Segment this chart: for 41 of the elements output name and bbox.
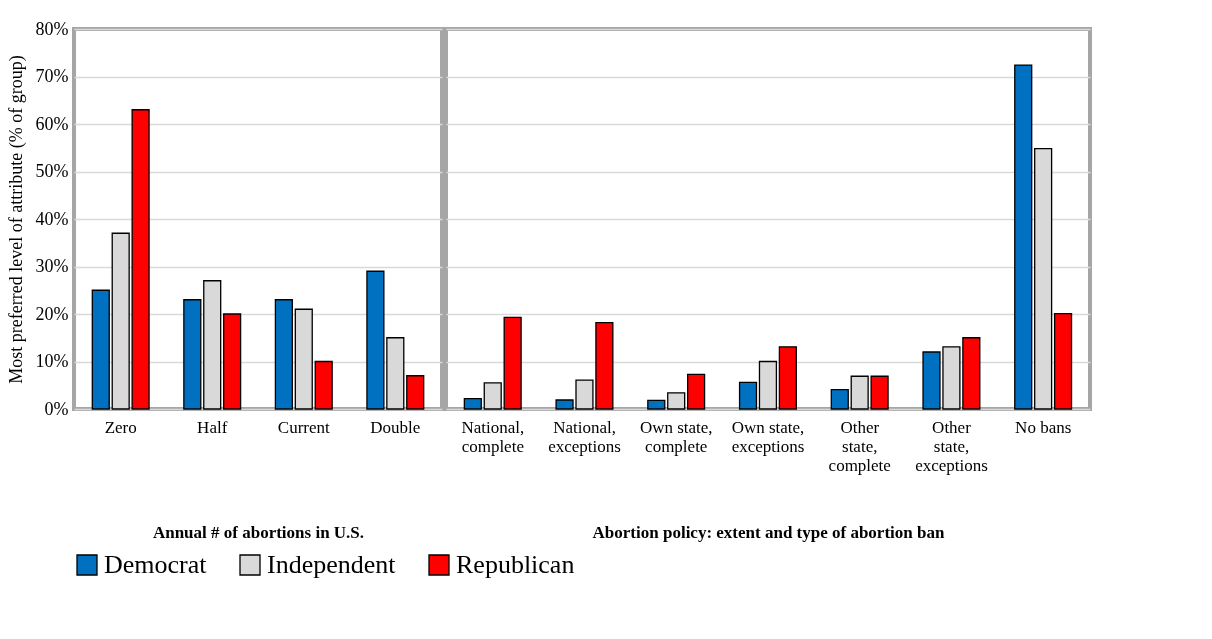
x-tick-label: National, complete <box>461 417 525 456</box>
bar <box>1014 64 1033 410</box>
x-tick-label: Zero <box>104 417 137 437</box>
bar <box>223 313 242 410</box>
y-axis-title: Most preferred level of attribute (% of group) <box>5 55 27 384</box>
x-tick-label: Other state, complete <box>828 417 891 475</box>
bar <box>406 375 425 410</box>
x-axis-title: Annual # of abortions in U.S. <box>152 522 365 542</box>
x-tick-label: Double <box>370 417 421 437</box>
bar <box>830 388 849 410</box>
bar <box>738 381 758 410</box>
y-tick-label: 80% <box>35 18 69 39</box>
bar <box>778 346 797 410</box>
y-tick-label: 20% <box>35 303 69 324</box>
bar <box>503 316 522 410</box>
x-tick-label: Own state, complete <box>639 417 713 456</box>
x-tick-label: Other state, exceptions <box>915 417 988 475</box>
bar <box>183 299 202 410</box>
bar <box>1053 312 1073 410</box>
legend-label: Republican <box>456 550 575 579</box>
y-tick-label: 40% <box>35 208 69 229</box>
bar <box>463 397 482 410</box>
x-tick-label: Own state, exceptions <box>731 417 805 456</box>
x-tick-label: National, exceptions <box>548 417 621 456</box>
x-tick-label: Current <box>277 417 331 437</box>
bar <box>314 360 333 410</box>
bar <box>687 373 706 410</box>
bar <box>274 299 293 410</box>
x-axis-title: Abortion policy: extent and type of abortion ban <box>592 522 945 542</box>
y-tick-label: 30% <box>35 256 69 276</box>
legend-label: Democrat <box>104 550 208 579</box>
bar <box>91 289 110 410</box>
y-tick-label: 50% <box>35 161 69 181</box>
x-tick-label: Half <box>197 417 228 437</box>
y-tick-label: 10% <box>35 351 69 371</box>
bar <box>647 399 666 410</box>
x-tick-label: No bans <box>1015 417 1072 437</box>
y-tick-label: 60% <box>35 113 69 134</box>
y-tick-label: 70% <box>35 66 69 86</box>
y-tick-label: 0% <box>44 398 69 419</box>
legend-label: Independent <box>267 550 397 579</box>
